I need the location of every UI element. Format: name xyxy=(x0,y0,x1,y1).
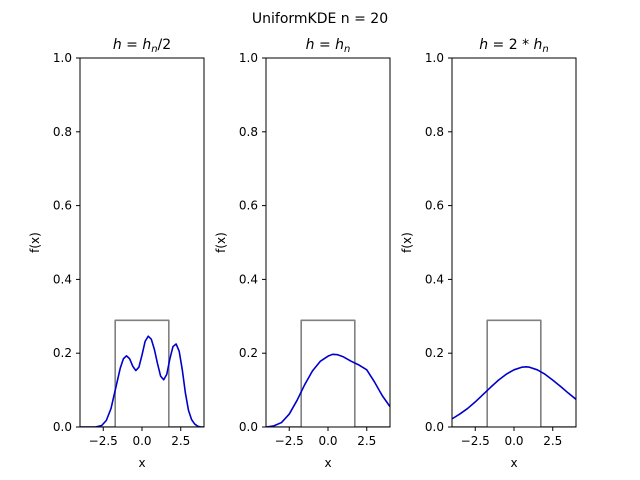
y-tick-label: 0.0 xyxy=(239,420,258,434)
y-tick-label: 0.2 xyxy=(425,346,444,360)
x-tick-label: −2.5 xyxy=(461,434,490,448)
axes-frame xyxy=(451,57,577,428)
subplot-2: −2.5 0.0 2.5 0.0 0.2 0.4 0.6 0.8 1.0 x f(x) h = hn xyxy=(214,37,391,470)
subplot-3: −2.5 0.0 2.5 0.0 0.2 0.4 0.6 0.8 1.0 x f(x) h = 2 *… xyxy=(400,37,577,470)
x-tick-label: 0.0 xyxy=(504,434,523,448)
kde-curve-line xyxy=(266,353,390,427)
axes-frame xyxy=(79,57,205,428)
y-tick-label: 0.4 xyxy=(425,272,444,286)
y-tick-label: 0.0 xyxy=(53,420,72,434)
y-tick-label: 0.0 xyxy=(425,420,444,434)
x-tick-label: 2.5 xyxy=(171,434,190,448)
y-tick-label: 0.8 xyxy=(53,125,72,139)
y-tick-label: 0.4 xyxy=(53,272,72,286)
x-tick-label: −2.5 xyxy=(89,434,118,448)
x-tick-label: 0.0 xyxy=(132,434,151,448)
subplot-1: −2.5 0.0 2.5 0.0 0.2 0.4 0.6 0.8 1.0 x f(x) h = hn/… xyxy=(28,37,205,470)
uniform-density-line xyxy=(452,319,576,427)
x-axis-label: x xyxy=(510,456,517,470)
y-tick-label: 0.8 xyxy=(239,125,258,139)
x-axis-label: x xyxy=(138,456,145,470)
x-axis-label: x xyxy=(324,456,331,470)
y-axis-label: f(x) xyxy=(400,232,414,253)
subplot-title: h = hn xyxy=(306,37,351,55)
y-tick-label: 0.2 xyxy=(53,346,72,360)
y-tick-label: 0.6 xyxy=(53,199,72,213)
y-tick-label: 0.4 xyxy=(239,272,258,286)
axes-frame xyxy=(265,57,391,428)
y-tick-label: 1.0 xyxy=(53,51,72,65)
x-tick-label: 2.5 xyxy=(543,434,562,448)
uniform-density-line xyxy=(80,319,204,427)
subplot-title: h = hn/2 xyxy=(113,37,171,55)
kde-curve-line xyxy=(452,366,576,420)
kde-curve-line xyxy=(80,335,204,427)
x-tick-label: 2.5 xyxy=(357,434,376,448)
subplot-title: h = 2 * hn xyxy=(479,37,549,55)
y-axis-label: f(x) xyxy=(214,232,228,253)
y-tick-label: 1.0 xyxy=(239,51,258,65)
uniform-density-line xyxy=(266,319,390,427)
x-tick-label: −2.5 xyxy=(275,434,304,448)
y-tick-label: 0.6 xyxy=(239,199,258,213)
y-tick-label: 0.8 xyxy=(425,125,444,139)
x-tick-label: 0.0 xyxy=(318,434,337,448)
y-tick-label: 0.2 xyxy=(239,346,258,360)
figure-title: UniformKDE n = 20 xyxy=(252,11,388,27)
y-axis-label: f(x) xyxy=(28,232,42,253)
y-tick-label: 0.6 xyxy=(425,199,444,213)
y-tick-label: 1.0 xyxy=(425,51,444,65)
